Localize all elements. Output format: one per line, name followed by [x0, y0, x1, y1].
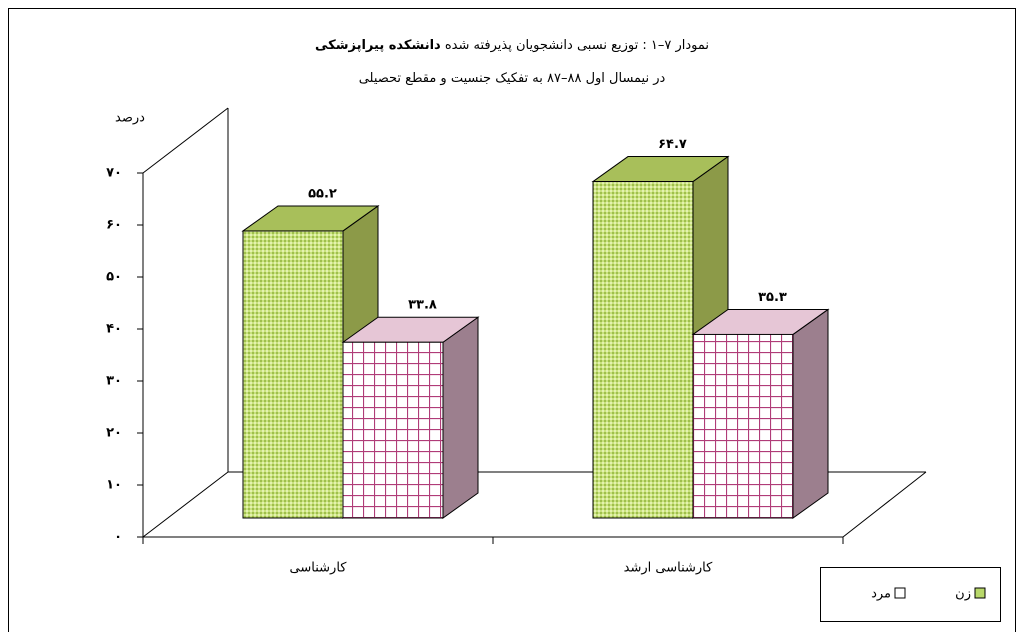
frame — [8, 8, 1016, 632]
title-part: نمودار ۷–۱ : توزیع نسبی دانشجویان پذیرفت… — [444, 38, 709, 53]
y-tick-label: ۲۰ — [106, 426, 122, 441]
bar — [592, 181, 694, 519]
y-tick-label: ۳۰ — [106, 374, 122, 389]
chart-subtitle: در نیمسال اول ۸۸–۸۷ به تفکیک جنسیت و مقط… — [358, 71, 666, 86]
legend-label: زن — [955, 587, 971, 602]
x-tick-label: کارشناسی ارشد — [624, 561, 713, 576]
y-tick-label: ۷۰ — [106, 166, 122, 181]
x-tick-label: کارشناسی — [290, 561, 348, 576]
y-axis-label: درصد — [115, 111, 145, 126]
legend-box — [820, 567, 1001, 622]
bar-side — [442, 316, 479, 519]
legend-swatch — [894, 587, 906, 599]
y-tick-label: ۴۰ — [106, 322, 122, 337]
value-label: ۳۳.۸ — [408, 298, 437, 313]
y-tick-label: ۰ — [114, 530, 122, 545]
wall-edge — [142, 107, 229, 174]
bar-side — [792, 308, 829, 519]
y-tick-label: ۱۰ — [106, 478, 122, 493]
legend-label: مرد — [871, 587, 891, 602]
walls — [142, 108, 927, 538]
y-tick-label: ۶۰ — [106, 218, 122, 233]
legend-swatch — [974, 587, 986, 599]
bar — [692, 333, 794, 519]
value-label: ۳۵.۳ — [758, 290, 787, 305]
chart-title: نمودار ۷–۱ : توزیع نسبی دانشجویان پذیرفت… — [0, 38, 1024, 53]
bar — [242, 230, 344, 519]
value-label: ۵۵.۲ — [308, 186, 337, 201]
bar — [342, 341, 444, 519]
title-part: دانشکده پیراپزشکی — [315, 38, 441, 53]
value-label: ۶۴.۷ — [658, 137, 687, 152]
y-tick-label: ۵۰ — [106, 270, 122, 285]
